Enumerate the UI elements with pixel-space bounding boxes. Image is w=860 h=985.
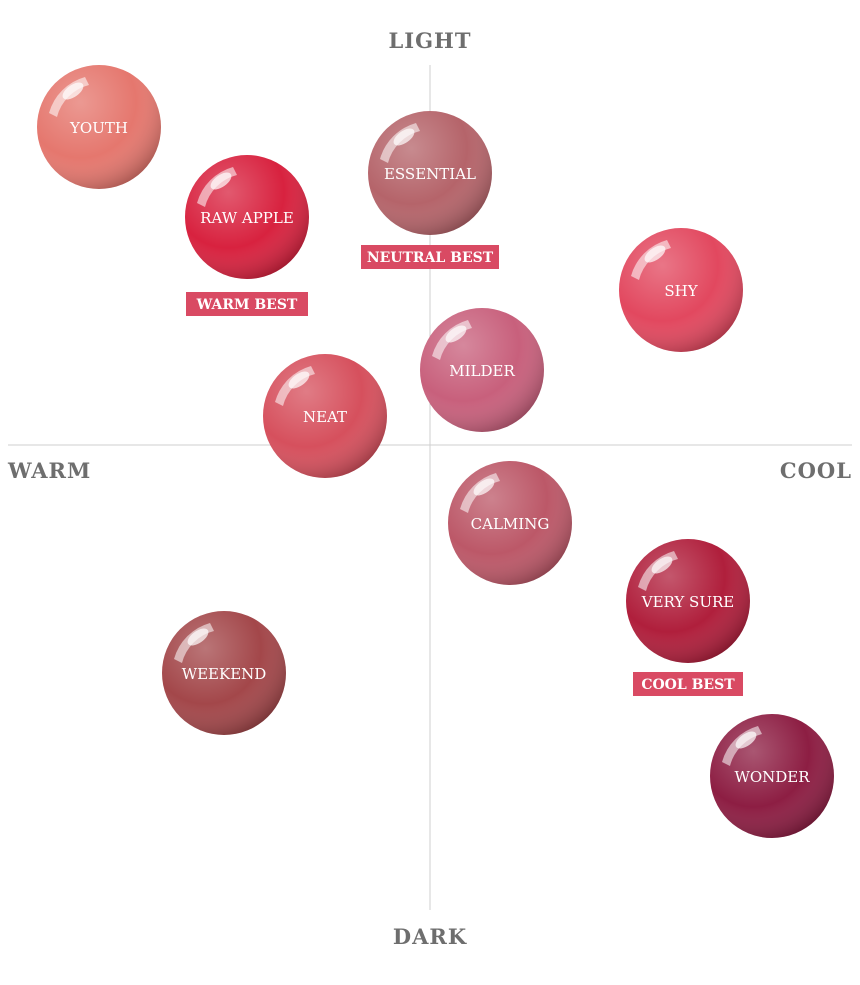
- swatch-highlight: [288, 371, 310, 389]
- axis-label-top: LIGHT: [389, 28, 472, 53]
- axis-label-bottom: DARK: [393, 924, 467, 949]
- swatch-label: VERY SURE: [641, 593, 734, 611]
- swatch: NEAT: [263, 354, 387, 478]
- swatch-label: ESSENTIAL: [384, 165, 476, 183]
- swatch-label: NEAT: [303, 408, 347, 426]
- swatch: CALMING: [448, 461, 572, 585]
- swatch-highlight: [473, 478, 495, 496]
- swatch: WONDER: [710, 714, 834, 838]
- swatch: RAW APPLE WARM BEST: [185, 155, 309, 316]
- badge-bg: [361, 245, 499, 269]
- swatch-highlight: [651, 556, 673, 574]
- badge-bg: [633, 672, 743, 696]
- swatch-label: SHY: [664, 282, 698, 300]
- badge-text: NEUTRAL BEST: [367, 250, 494, 266]
- swatch: SHY: [619, 228, 743, 352]
- swatch: YOUTH: [37, 65, 161, 189]
- swatch-label: CALMING: [471, 515, 550, 533]
- swatch-highlight: [187, 628, 209, 646]
- swatch-label: MILDER: [449, 362, 515, 380]
- swatch-label: WEEKEND: [182, 665, 267, 683]
- swatch-highlight: [210, 172, 232, 190]
- swatch-highlight: [393, 128, 415, 146]
- swatch: WEEKEND: [162, 611, 286, 735]
- axis-label-right: COOL: [780, 458, 852, 483]
- swatches: YOUTH RAW APPLE WARM BEST ESSENTIAL NEUTRAL …: [37, 65, 834, 838]
- swatch: ESSENTIAL NEUTRAL BEST: [361, 111, 499, 269]
- swatch-highlight: [62, 82, 84, 100]
- badge-text: COOL BEST: [641, 677, 735, 693]
- badge-text: WARM BEST: [196, 297, 298, 313]
- swatch-highlight: [644, 245, 666, 263]
- swatch-label: RAW APPLE: [200, 209, 294, 227]
- swatch: VERY SURE COOL BEST: [626, 539, 750, 696]
- swatch-label: WONDER: [734, 768, 810, 786]
- swatch-highlight: [735, 731, 757, 749]
- badge-bg: [186, 292, 308, 316]
- axis-label-left: WARM: [7, 458, 91, 483]
- swatch-label: YOUTH: [69, 119, 128, 137]
- swatch: MILDER: [420, 308, 544, 432]
- swatch-highlight: [445, 325, 467, 343]
